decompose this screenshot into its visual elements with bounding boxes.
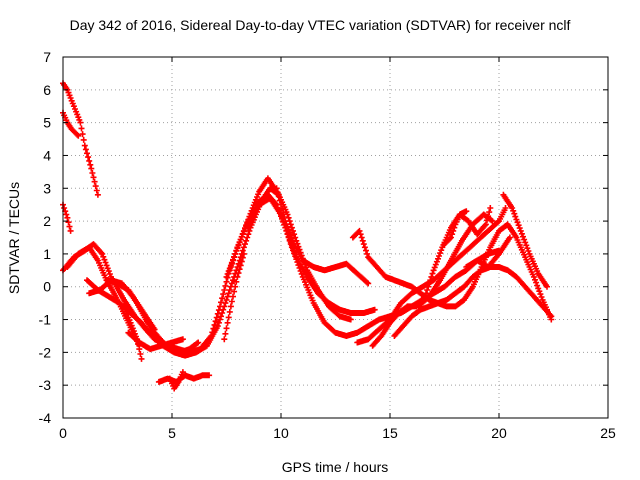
series-sat-f xyxy=(84,185,354,359)
data-point-markers xyxy=(223,175,280,280)
series-sat-v xyxy=(415,211,496,310)
data-point-markers xyxy=(221,250,247,343)
y-tick-label: -2 xyxy=(39,344,52,360)
data-point-markers xyxy=(125,329,186,353)
y-tick-label: -4 xyxy=(39,410,52,426)
y-tick-label: 1 xyxy=(43,246,51,262)
x-axis-label: GPS time / hours xyxy=(282,459,389,475)
series-sat-c xyxy=(60,201,74,234)
data-point-markers xyxy=(84,185,354,359)
x-tick-label: 10 xyxy=(273,425,289,441)
series-sat-u xyxy=(500,191,550,290)
data-point-markers xyxy=(369,205,494,349)
data-point-markers xyxy=(166,369,186,392)
data-point-markers xyxy=(273,185,372,287)
series-sat-p xyxy=(273,185,372,287)
data-point-markers xyxy=(354,205,509,346)
data-layer xyxy=(60,80,555,392)
grid-layer xyxy=(63,57,608,418)
series-sat-r xyxy=(354,205,509,346)
data-point-markers xyxy=(500,191,550,290)
x-tick-label: 5 xyxy=(168,425,176,441)
y-tick-label: 2 xyxy=(43,213,51,229)
series-sat-s xyxy=(369,205,494,349)
data-point-markers xyxy=(463,234,513,270)
y-tick-label: -3 xyxy=(39,377,52,393)
x-tick-label: 0 xyxy=(59,425,67,441)
series-sat-a xyxy=(60,80,101,198)
y-tick-label: 0 xyxy=(43,279,51,295)
data-point-markers xyxy=(391,264,555,339)
data-point-markers xyxy=(415,211,496,310)
y-tick-label: 4 xyxy=(43,147,51,163)
series-sat-d xyxy=(60,191,378,356)
y-tick-label: 6 xyxy=(43,82,51,98)
data-point-markers xyxy=(441,208,470,248)
data-point-markers xyxy=(60,191,378,356)
y-tick-label: -1 xyxy=(39,312,52,328)
y-tick-label: 7 xyxy=(43,49,51,65)
data-point-markers xyxy=(60,201,74,234)
series-sat-m xyxy=(223,175,280,280)
data-point-markers xyxy=(60,80,101,198)
x-tick-label: 15 xyxy=(382,425,398,441)
tick-layer: 0 5 10 15 20 25 -4 -3 -2 -1 0 1 2 3 4 5 6 7 xyxy=(39,49,616,441)
series-sat-x xyxy=(463,234,513,270)
y-tick-label: 3 xyxy=(43,180,51,196)
plot-frame xyxy=(62,56,609,419)
series-sat-j xyxy=(125,329,186,353)
x-tick-label: 25 xyxy=(600,425,616,441)
x-tick-label: 20 xyxy=(491,425,507,441)
y-tick-label: 5 xyxy=(43,115,51,131)
series-sat-n xyxy=(221,250,247,343)
series-sat-t xyxy=(391,264,555,339)
chart-title: Day 342 of 2016, Sidereal Day-to-day VTE… xyxy=(70,17,571,33)
y-axis-label: SDTVAR / TECUs xyxy=(6,182,22,294)
series-sat-w xyxy=(441,208,470,248)
series-sat-l xyxy=(166,369,186,392)
